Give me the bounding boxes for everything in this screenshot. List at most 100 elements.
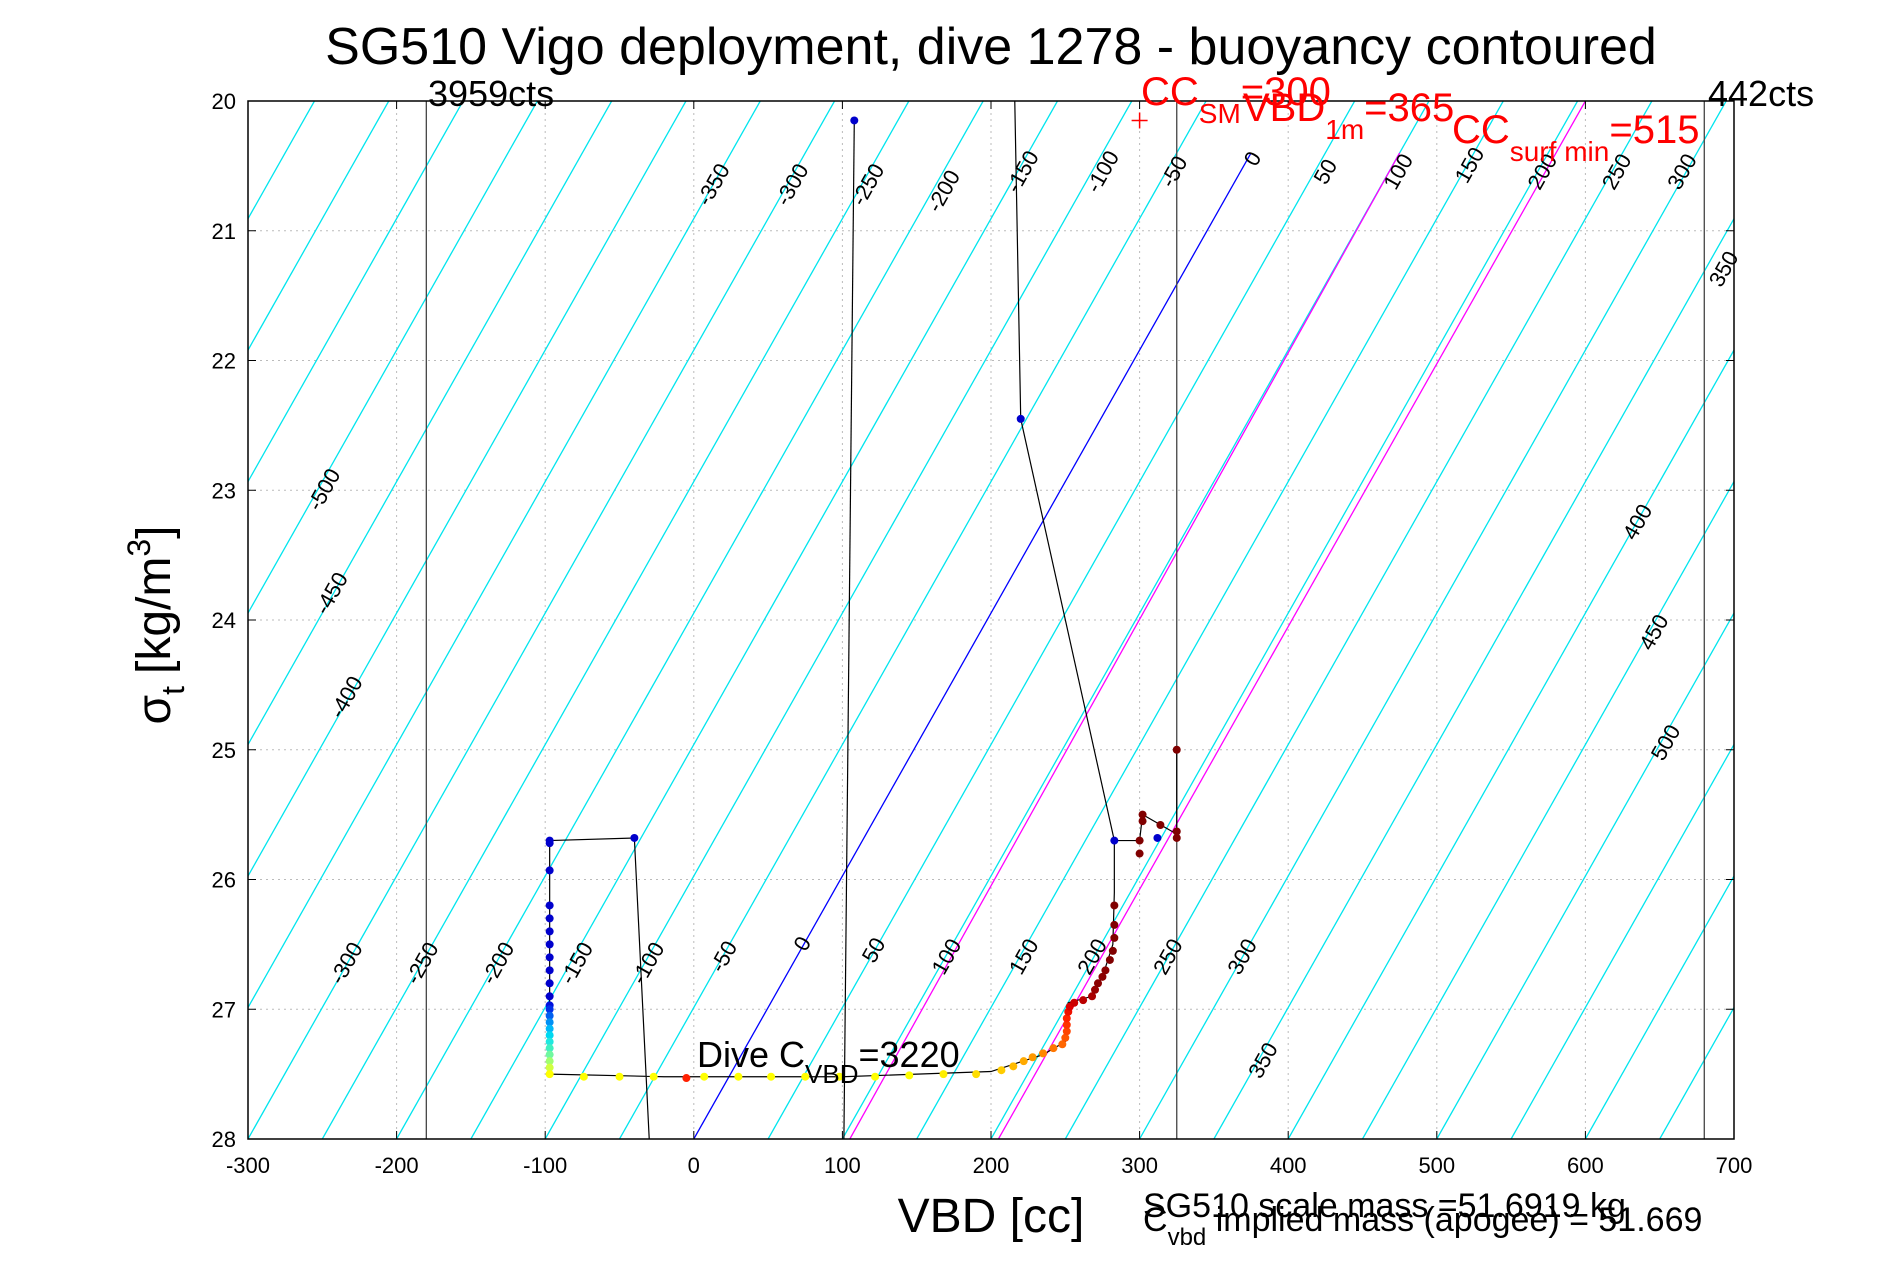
descent-trace-line — [843, 120, 855, 1139]
y-tick-label: 21 — [212, 219, 236, 244]
data-point — [545, 992, 554, 1001]
data-point — [835, 1072, 844, 1081]
buoyancy-contour-line — [1883, 101, 1891, 1139]
cc-surf-min-annotation: CCsurf min=515 — [1452, 108, 1699, 167]
cc-sm-annotation: CCSM=300 — [1141, 70, 1331, 129]
y-tick-label: 22 — [212, 349, 236, 374]
x-tick-label: -100 — [523, 1153, 567, 1178]
data-point — [1172, 827, 1181, 836]
data-point — [1091, 985, 1100, 994]
data-point — [630, 833, 639, 842]
data-point — [972, 1070, 981, 1079]
data-point — [1110, 901, 1119, 910]
data-point — [545, 1063, 554, 1072]
data-point — [1049, 1044, 1058, 1053]
data-point — [939, 1070, 948, 1079]
data-point — [1105, 955, 1114, 964]
data-point — [734, 1072, 743, 1081]
data-point — [1058, 1040, 1067, 1049]
data-point — [545, 966, 554, 975]
data-point — [700, 1072, 709, 1081]
data-point — [1009, 1062, 1018, 1071]
data-point — [545, 1070, 554, 1079]
data-point — [682, 1074, 691, 1083]
y-tick-label: 23 — [212, 478, 236, 503]
left-counts-label: 3959cts — [428, 73, 554, 114]
data-point — [1156, 821, 1165, 830]
reference-lines — [693, 101, 1586, 1139]
y-tick-label: 20 — [212, 89, 236, 114]
data-point — [545, 1031, 554, 1040]
x-tick-label: 500 — [1418, 1153, 1455, 1178]
x-axis-ticks: -300 -200 -100 0 100 200 300 400 500 600 700 — [226, 101, 1752, 1178]
data-point — [767, 1072, 776, 1081]
data-point — [1172, 745, 1181, 754]
buoyancy-contour-line — [0, 101, 92, 1139]
buoyancy-contour-line — [1287, 348, 1734, 1139]
data-point — [545, 914, 554, 923]
buoyancy-contour-line — [248, 101, 836, 1139]
data-point — [1101, 966, 1110, 975]
buoyancy-contour-line — [396, 101, 984, 1139]
dive-cvbd-annotation: Dive CVBD=3220 — [697, 1034, 960, 1089]
data-point — [1028, 1053, 1037, 1062]
vertical-count-lines — [425, 101, 1705, 1139]
data-point — [1062, 1014, 1071, 1023]
x-tick-label: -200 — [375, 1153, 419, 1178]
data-point — [1062, 1027, 1071, 1036]
data-point — [1110, 933, 1119, 942]
data-point — [545, 866, 554, 875]
data-point — [997, 1066, 1006, 1075]
buoyancy-contour-line — [1510, 743, 1734, 1139]
chart-title: SG510 Vigo deployment, dive 1278 - buoya… — [325, 18, 1657, 76]
buoyancy-contour-line — [1213, 217, 1734, 1139]
scale-mass-annotation: SG510 scale mass =51.6919 kg — [1143, 1187, 1626, 1225]
data-point — [615, 1072, 624, 1081]
data-point — [905, 1071, 914, 1080]
data-point — [545, 940, 554, 949]
x-tick-label: 0 — [688, 1153, 700, 1178]
data-point — [871, 1072, 880, 1081]
data-point — [545, 953, 554, 962]
buoyancy-contour-line — [618, 101, 1207, 1139]
y-axis-label: σt[kg/m3] — [121, 525, 191, 724]
data-points — [545, 112, 1181, 1083]
y-tick-label: 28 — [212, 1127, 236, 1152]
data-point — [1079, 996, 1088, 1005]
buoyancy-contour-line — [544, 101, 1133, 1139]
data-point — [545, 901, 554, 910]
y-tick-label: 27 — [212, 997, 236, 1022]
x-axis-label: VBD [cc] — [898, 1190, 1085, 1243]
data-point — [1039, 1049, 1048, 1058]
implied-mass-annotation: Cvbd implied mass (apogee) = 51.669 — [1143, 1201, 1702, 1251]
buoyancy-contour-line — [916, 101, 1504, 1139]
x-tick-label: 600 — [1567, 1153, 1604, 1178]
buoyancy-contour-line — [1733, 1137, 1734, 1139]
data-point — [1110, 836, 1119, 845]
data-point — [545, 1005, 554, 1014]
data-point — [545, 927, 554, 936]
data-point — [1061, 1033, 1070, 1042]
data-point — [1108, 946, 1117, 955]
data-point — [1093, 979, 1102, 988]
data-point — [545, 1044, 554, 1053]
data-point — [1138, 817, 1147, 826]
x-tick-label: 700 — [1716, 1153, 1753, 1178]
buoyancy-contour-line — [0, 101, 240, 1139]
x-tick-label: 200 — [973, 1153, 1010, 1178]
data-point — [1070, 998, 1079, 1007]
data-point — [545, 1018, 554, 1027]
x-tick-label: 100 — [824, 1153, 861, 1178]
magenta-reference-line — [849, 152, 1401, 1139]
data-point — [545, 1050, 554, 1059]
x-tick-label: -300 — [226, 1153, 270, 1178]
buoyancy-contour-line — [248, 101, 538, 615]
buoyancy-contour-line — [470, 101, 1059, 1139]
data-point — [545, 979, 554, 988]
data-point — [1135, 849, 1144, 858]
data-point — [1153, 833, 1162, 842]
buoyancy-contour-line — [841, 101, 1430, 1139]
x-tick-label: 300 — [1121, 1153, 1158, 1178]
buoyancy-contour-line — [248, 101, 761, 1009]
